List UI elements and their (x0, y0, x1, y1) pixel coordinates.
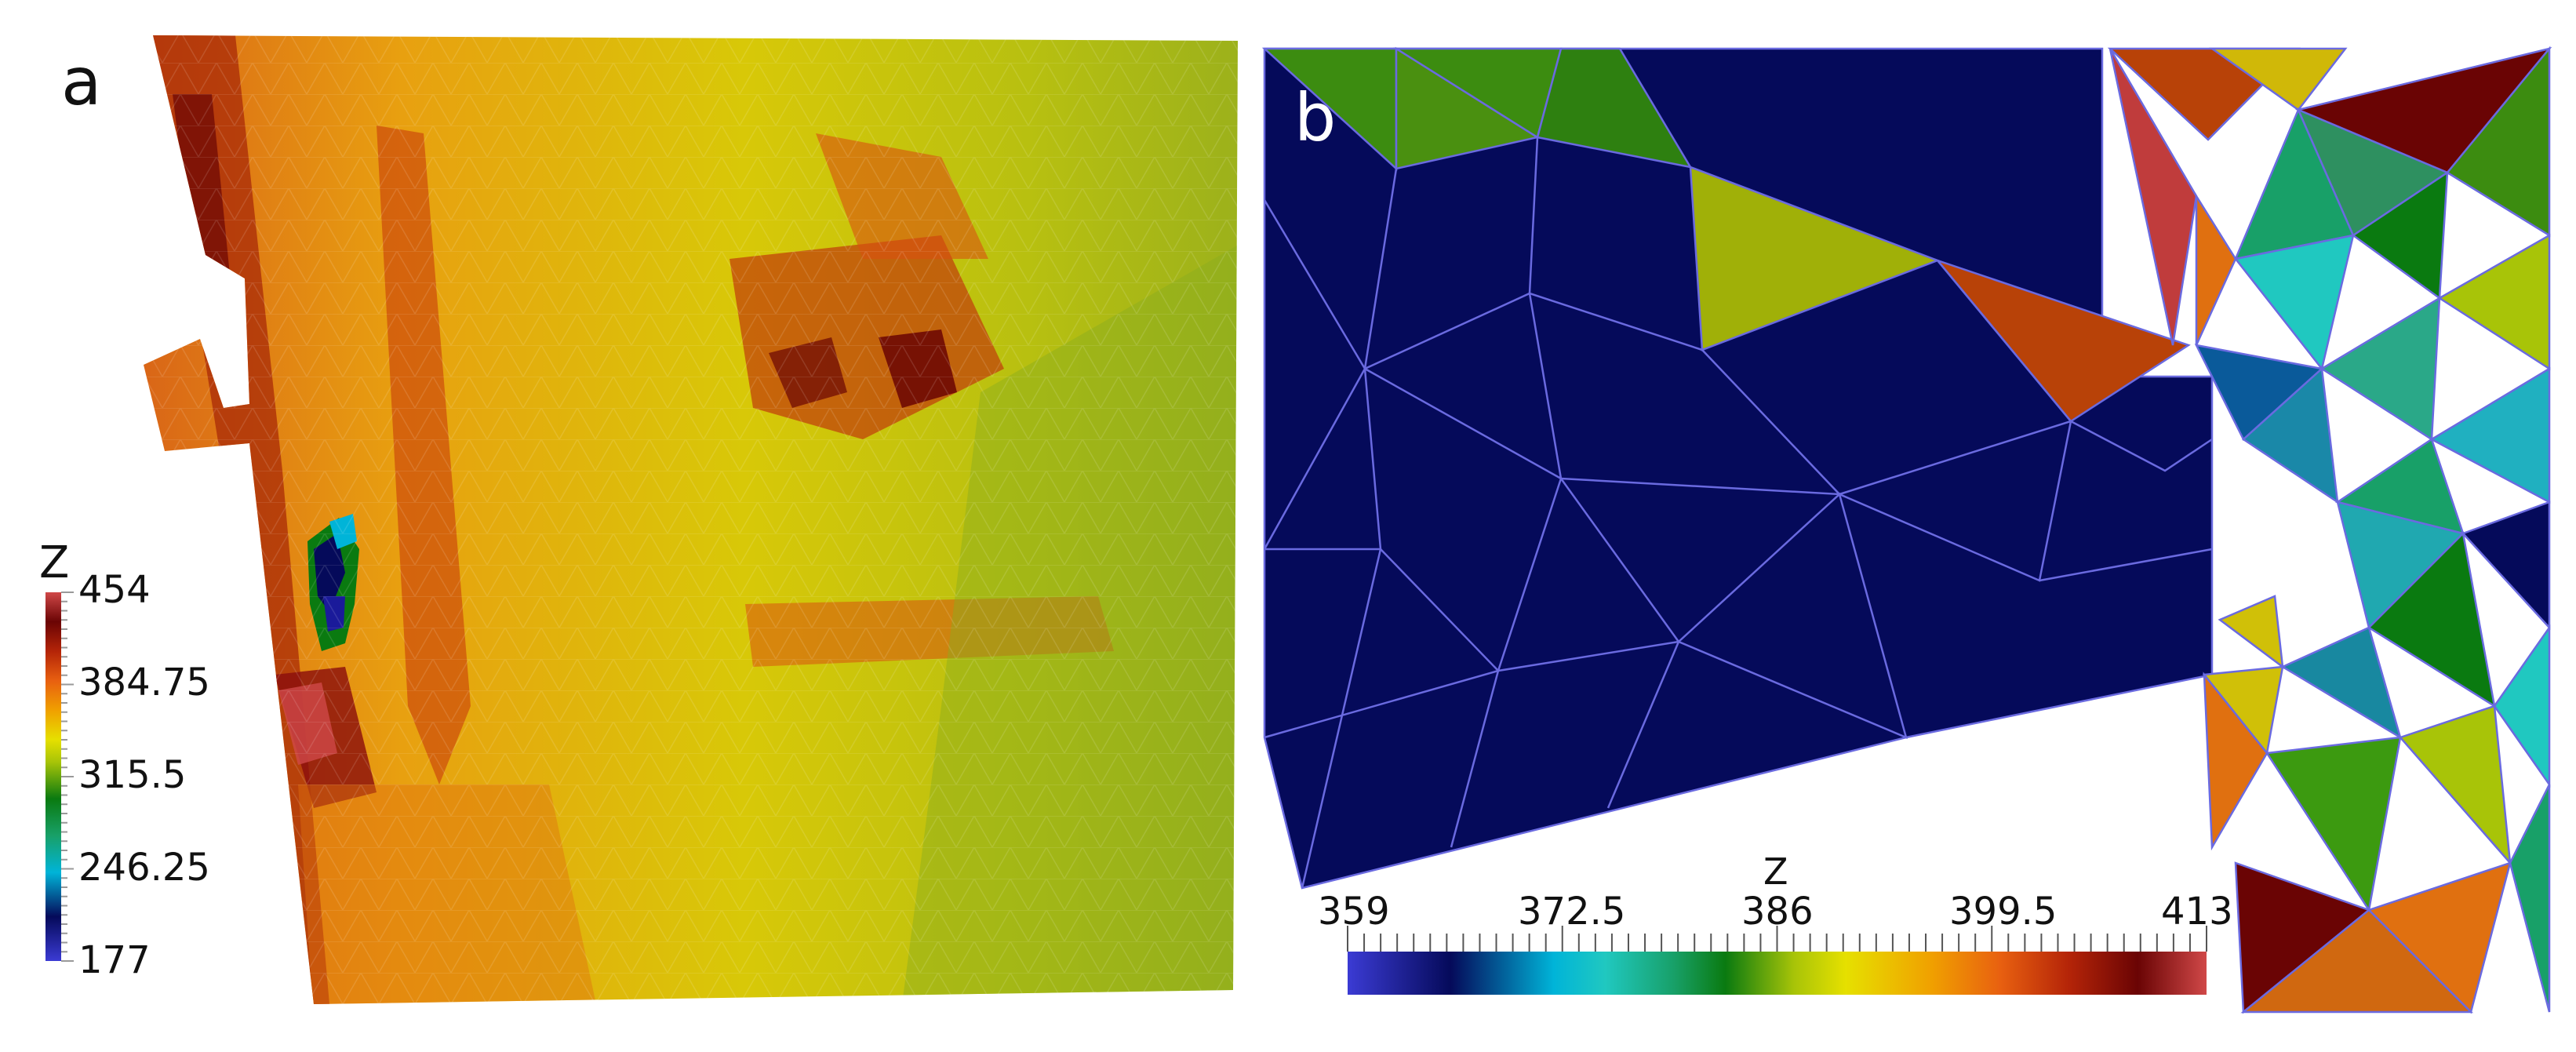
colorbar-a-tick-0: 454 (78, 568, 151, 612)
colorbar-a-tick-3: 246.25 (78, 846, 210, 890)
colorbar-b-minor-ticks (1347, 926, 2207, 952)
colorbar-a-tick-1: 384.75 (78, 661, 210, 704)
colorbar-a-minor-ticks (61, 592, 74, 962)
colorbar-b-tick-2: 386 (1741, 890, 1814, 934)
colorbar-b-title: Z (1763, 850, 1788, 893)
colorbar-b (1347, 926, 2207, 995)
colorbar-a-tick-2: 315.5 (78, 753, 187, 797)
panel-b-mesh (1261, 46, 2552, 1014)
colorbar-a-title: Z (39, 537, 70, 588)
colorbar-a-gradient (45, 592, 61, 961)
colorbar-b-tick-4: 413 (2161, 890, 2233, 934)
panel-a-mesh (144, 35, 1238, 1004)
colorbar-a (45, 592, 74, 962)
colorbar-b-gradient (1348, 952, 2207, 995)
colorbar-a-tick-4: 177 (78, 938, 151, 982)
panel-b-label: b (1294, 79, 1337, 156)
colorbar-b-tick-3: 399.5 (1949, 890, 2058, 934)
colorbar-b-tick-1: 372.5 (1518, 890, 1626, 934)
panel-a-label: a (61, 43, 102, 120)
colorbar-b-tick-0: 359 (1318, 890, 1390, 934)
